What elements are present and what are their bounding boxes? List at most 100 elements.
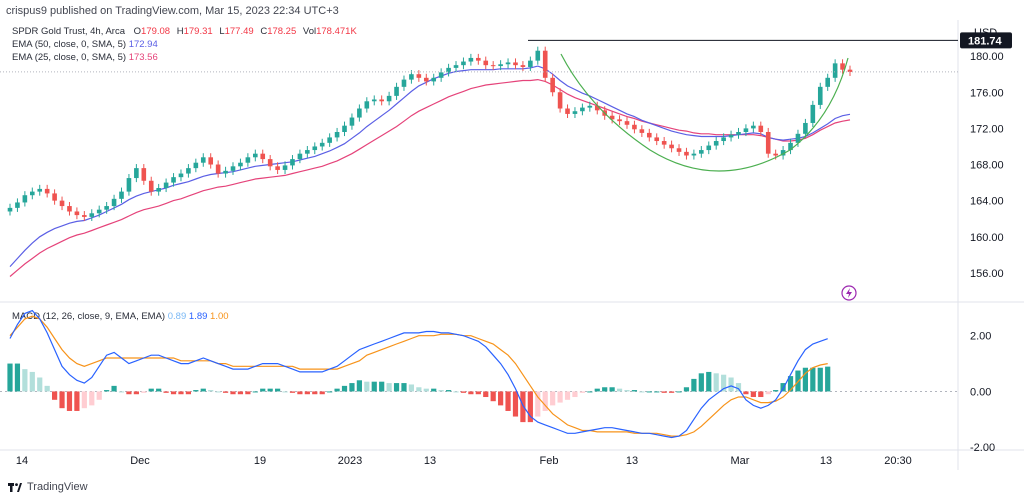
macd-histogram-bar bbox=[706, 371, 712, 392]
candle-body bbox=[193, 162, 199, 169]
candle-body bbox=[773, 153, 778, 156]
macd-histogram-bar bbox=[334, 388, 340, 392]
candle-body bbox=[743, 128, 749, 132]
macd-histogram-bar bbox=[74, 391, 80, 411]
candle-body bbox=[706, 145, 712, 151]
macd-histogram-bar bbox=[535, 391, 541, 417]
candle-body bbox=[37, 188, 43, 192]
candle-body bbox=[654, 137, 660, 142]
macd-histogram-bar bbox=[275, 388, 281, 392]
symbol-title[interactable]: SPDR Gold Trust, 4h, Arca bbox=[12, 26, 125, 37]
macd-histogram-bar bbox=[148, 388, 154, 392]
macd-tick-label: 0.00 bbox=[970, 386, 991, 398]
ema50-label[interactable]: EMA (50, close, 0, SMA, 5) bbox=[12, 39, 127, 50]
candle-body bbox=[364, 101, 370, 109]
price-tick-label: 168.00 bbox=[970, 160, 1004, 172]
time-tick-label: 19 bbox=[254, 455, 266, 467]
macd-histogram-bar bbox=[222, 391, 229, 393]
macd-histogram-bar bbox=[431, 388, 437, 392]
macd-histogram-bar bbox=[698, 373, 704, 392]
footer-brand: TradingView bbox=[27, 481, 88, 493]
candle-body bbox=[96, 209, 102, 214]
candle-body bbox=[431, 77, 437, 82]
macd-hist-value: 0.89 bbox=[167, 311, 187, 322]
macd-histogram-bar bbox=[787, 376, 794, 392]
macd-histogram-bar bbox=[230, 391, 236, 395]
macd-histogram-bar bbox=[237, 391, 244, 395]
high-key: H bbox=[176, 26, 184, 37]
macd-histogram-bar bbox=[59, 391, 65, 409]
cup-pattern-curve bbox=[560, 53, 849, 172]
close-key: C bbox=[260, 26, 268, 37]
footer: TradingView bbox=[8, 481, 88, 493]
candle-body bbox=[74, 211, 80, 216]
candle-body bbox=[490, 65, 496, 67]
macd-histogram-bar bbox=[178, 391, 184, 395]
candle-body bbox=[141, 168, 147, 181]
price-tick-label: 164.00 bbox=[970, 196, 1004, 208]
candle-body bbox=[319, 142, 325, 147]
publisher-attribution: crispus9 published on TradingView.com, M… bbox=[6, 5, 339, 17]
candle-body bbox=[200, 157, 206, 163]
macd-histogram-bar bbox=[527, 391, 533, 423]
macd-histogram-bar bbox=[490, 391, 496, 402]
candle-body bbox=[245, 157, 251, 163]
candle-body bbox=[721, 137, 726, 142]
macd-histogram-bar bbox=[423, 388, 429, 392]
price-tick-label: 160.00 bbox=[970, 232, 1004, 244]
candle-body bbox=[401, 79, 407, 87]
macd-histogram-bar bbox=[631, 390, 638, 392]
macd-histogram-bar bbox=[267, 388, 273, 392]
candle-body bbox=[163, 182, 169, 188]
macd-histogram-bar bbox=[520, 391, 526, 423]
macd-histogram-bar bbox=[416, 387, 422, 392]
macd-label[interactable]: MACD (12, 26, close, 9, EMA, EMA) bbox=[12, 311, 166, 322]
macd-histogram-bar bbox=[810, 367, 816, 392]
candle-body bbox=[7, 207, 13, 212]
macd-histogram-bar bbox=[66, 391, 73, 411]
candle-body bbox=[624, 121, 630, 125]
candle-body bbox=[803, 122, 808, 134]
candle-body bbox=[134, 168, 139, 179]
macd-histogram-bar bbox=[505, 391, 511, 411]
macd-histogram-bar bbox=[52, 391, 58, 400]
candle-body bbox=[505, 62, 511, 65]
legend-row-ema50: EMA (50, close, 0, SMA, 5) 172.94 bbox=[12, 38, 357, 51]
time-tick-label: 13 bbox=[626, 455, 638, 467]
candle-body bbox=[44, 188, 50, 194]
candle-body bbox=[713, 141, 719, 146]
candle-body bbox=[565, 108, 570, 114]
macd-histogram-bar bbox=[758, 391, 764, 398]
macd-histogram-bar bbox=[349, 383, 355, 392]
candle-body bbox=[699, 150, 704, 154]
macd-histogram-bar bbox=[646, 391, 652, 393]
candle-body bbox=[67, 206, 72, 212]
macd-histogram-bar bbox=[721, 374, 727, 392]
candle-body bbox=[557, 92, 563, 109]
macd-histogram-bar bbox=[282, 391, 288, 393]
macd-histogram-bar bbox=[379, 381, 385, 392]
macd-histogram-bar bbox=[557, 391, 563, 403]
time-tick-label: Dec bbox=[130, 455, 150, 467]
candle-body bbox=[780, 150, 786, 156]
candle-body bbox=[312, 146, 318, 151]
candle-body bbox=[253, 153, 258, 158]
candles bbox=[7, 46, 853, 221]
macd-histogram-bar bbox=[579, 391, 585, 393]
candle-body bbox=[297, 153, 303, 160]
macd-histogram-bar bbox=[773, 390, 779, 392]
macd-histogram-bar bbox=[735, 383, 742, 392]
macd-histogram-bar bbox=[475, 391, 481, 395]
legend-row-ema25: EMA (25, close, 0, SMA, 5) 173.56 bbox=[12, 51, 357, 64]
macd-histogram-bar bbox=[156, 388, 162, 392]
candle-body bbox=[111, 198, 117, 207]
candle-body bbox=[542, 50, 548, 78]
macd-histogram-bar bbox=[743, 391, 749, 395]
ema25-label[interactable]: EMA (25, close, 0, SMA, 5) bbox=[12, 52, 127, 63]
macd-histogram-bar bbox=[594, 388, 600, 392]
volume-value: 178.471K bbox=[316, 26, 357, 37]
candle-body bbox=[230, 166, 236, 171]
candle-body bbox=[15, 202, 20, 208]
open-key: O bbox=[133, 26, 142, 37]
